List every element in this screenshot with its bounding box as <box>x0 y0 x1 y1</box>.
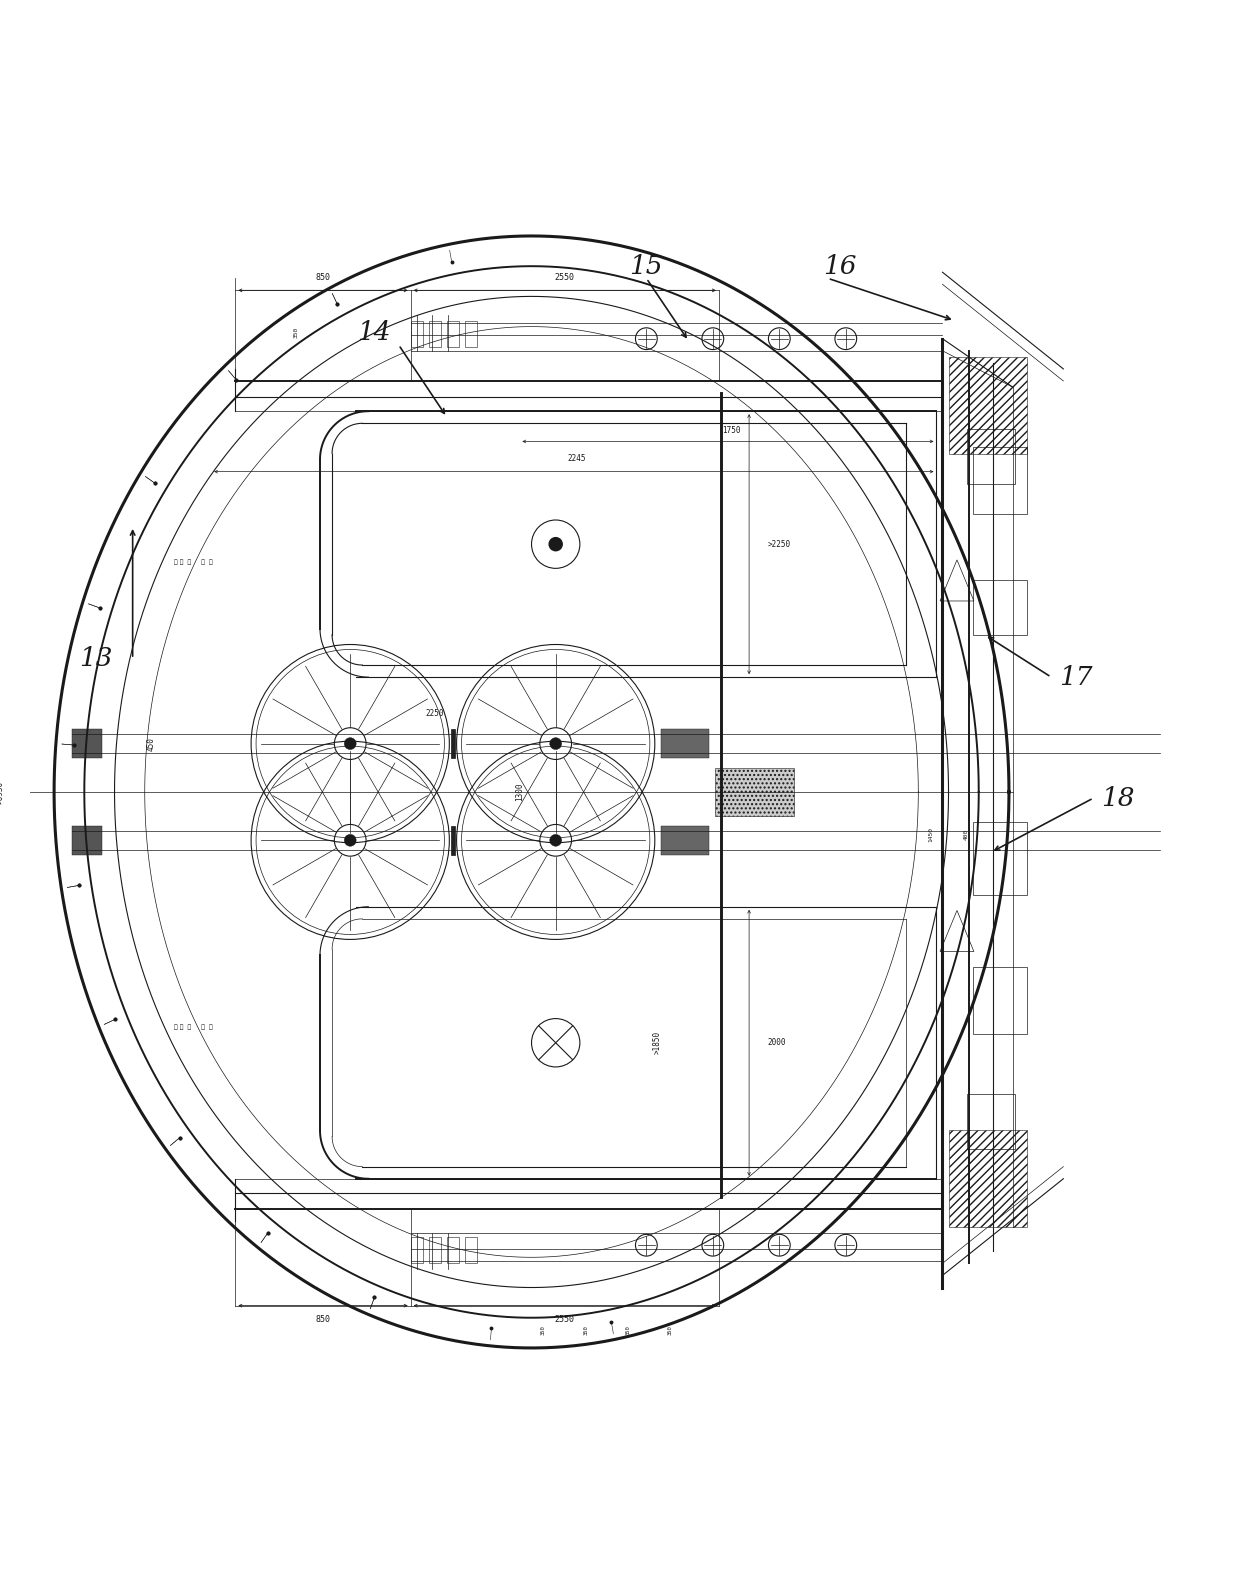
Bar <box>450 729 455 758</box>
Text: 16: 16 <box>823 254 857 279</box>
Bar <box>446 321 459 348</box>
Bar <box>967 429 1016 484</box>
Text: 350: 350 <box>583 1325 589 1334</box>
Bar <box>715 768 794 816</box>
Text: 2550: 2550 <box>554 273 575 282</box>
Text: 13: 13 <box>79 646 113 672</box>
Bar <box>429 1237 441 1264</box>
Text: 1750: 1750 <box>722 426 740 436</box>
Bar <box>972 967 1027 1034</box>
Text: 400: 400 <box>965 828 970 839</box>
Circle shape <box>345 835 356 846</box>
Text: 350: 350 <box>294 327 299 338</box>
Text: 17: 17 <box>1059 664 1092 689</box>
Circle shape <box>549 835 562 846</box>
Bar <box>450 825 455 855</box>
Text: 350: 350 <box>626 1325 631 1334</box>
Bar <box>661 729 709 758</box>
Text: 350: 350 <box>668 1325 673 1334</box>
Text: 2000: 2000 <box>768 1039 786 1047</box>
Circle shape <box>548 536 563 552</box>
Text: >6930: >6930 <box>0 780 4 803</box>
Bar <box>949 1130 1027 1227</box>
Text: 扯 绿  绿     扯  绿: 扯 绿 绿 扯 绿 <box>174 1025 212 1031</box>
Bar <box>722 771 787 814</box>
Text: >2250: >2250 <box>768 539 790 549</box>
Text: 350: 350 <box>541 1325 546 1334</box>
Text: 14: 14 <box>357 321 391 345</box>
Text: 2250: 2250 <box>425 709 444 718</box>
Bar <box>410 321 423 348</box>
Bar <box>949 358 1027 453</box>
Text: >1850: >1850 <box>652 1031 661 1055</box>
Text: 2550: 2550 <box>554 1315 575 1325</box>
Text: 18: 18 <box>1101 785 1135 811</box>
Bar <box>410 1237 423 1264</box>
Circle shape <box>345 737 356 750</box>
Bar <box>967 1095 1016 1149</box>
Text: 石 绿  绿     扯  绿: 石 绿 绿 扯 绿 <box>174 560 212 565</box>
Bar <box>429 321 441 348</box>
Text: 15: 15 <box>630 254 663 279</box>
Bar <box>972 581 1027 635</box>
Bar <box>972 822 1027 895</box>
Text: 1300: 1300 <box>515 782 525 801</box>
Text: 1450: 1450 <box>928 827 932 841</box>
Bar <box>465 321 477 348</box>
Bar <box>446 1237 459 1264</box>
Text: 850: 850 <box>315 273 331 282</box>
Bar <box>72 825 103 855</box>
Text: 450: 450 <box>146 737 155 750</box>
Bar <box>72 729 103 758</box>
Bar <box>661 825 709 855</box>
Circle shape <box>549 737 562 750</box>
Bar <box>465 1237 477 1264</box>
Bar <box>972 447 1027 514</box>
Text: 850: 850 <box>315 1315 331 1325</box>
Text: 2245: 2245 <box>568 455 587 463</box>
